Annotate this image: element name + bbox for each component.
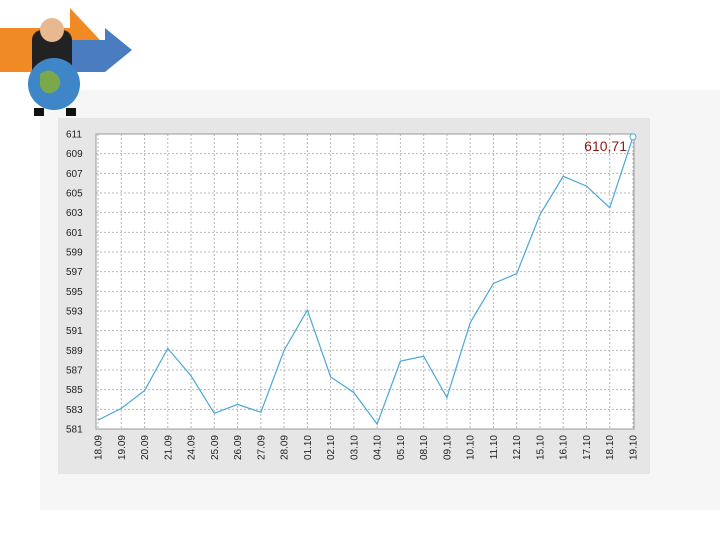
x-tick-label: 20.09: [140, 435, 151, 460]
x-tick-label: 18.09: [94, 435, 105, 460]
y-tick-label: 605: [66, 189, 83, 200]
plot-border: [95, 133, 635, 430]
y-tick-label: 597: [66, 267, 83, 278]
plot-area: [96, 134, 634, 429]
y-tick-label: 607: [66, 169, 83, 180]
x-tick-label: 26.09: [233, 435, 244, 460]
point-marker: [629, 133, 637, 141]
y-tick-label: 581: [66, 425, 83, 436]
x-tick-label: 10.10: [466, 435, 477, 460]
y-tick-label: 601: [66, 228, 83, 239]
x-tick-label: 02.10: [326, 435, 337, 460]
x-tick-label: 08.10: [419, 435, 430, 460]
x-tick-label: 11.10: [489, 435, 500, 460]
x-tick-label: 24.09: [187, 435, 198, 460]
x-tick-label: 19.09: [117, 435, 128, 460]
y-tick-label: 611: [66, 130, 82, 141]
x-tick-label: 01.10: [303, 435, 314, 460]
y-tick-label: 593: [66, 307, 83, 318]
data-line: [97, 136, 634, 426]
y-tick-label: 585: [66, 385, 83, 396]
x-tick-label: 25.09: [210, 435, 221, 460]
x-tick-label: 03.10: [349, 435, 360, 460]
y-tick-label: 587: [66, 366, 83, 377]
x-tick-label: 16.10: [559, 435, 570, 460]
y-tick-label: 595: [66, 287, 83, 298]
shoe: [34, 108, 44, 116]
y-tick-label: 609: [66, 149, 83, 160]
land: [40, 70, 61, 94]
y-tick-label: 591: [66, 326, 83, 337]
x-tick-label: 12.10: [512, 435, 523, 460]
x-tick-label: 21.09: [163, 435, 174, 460]
value-label: 610,71: [584, 138, 627, 154]
x-tick-label: 04.10: [373, 435, 384, 460]
x-tick-label: 18.10: [605, 435, 616, 460]
clipart: [0, 8, 132, 116]
arrow-blue: [60, 28, 132, 72]
x-tick-label: 17.10: [582, 435, 593, 460]
y-tick-label: 589: [66, 346, 83, 357]
shoe: [66, 108, 76, 116]
x-tick-label: 15.10: [535, 435, 546, 460]
x-tick-label: 05.10: [396, 435, 407, 460]
y-tick-label: 583: [66, 405, 83, 416]
x-tick-label: 28.09: [280, 435, 291, 460]
x-tick-label: 09.10: [442, 435, 453, 460]
y-tick-label: 603: [66, 208, 83, 219]
head: [40, 18, 64, 42]
x-tick-label: 27.09: [256, 435, 267, 460]
y-tick-label: 599: [66, 248, 83, 259]
x-tick-label: 19.10: [629, 435, 640, 460]
